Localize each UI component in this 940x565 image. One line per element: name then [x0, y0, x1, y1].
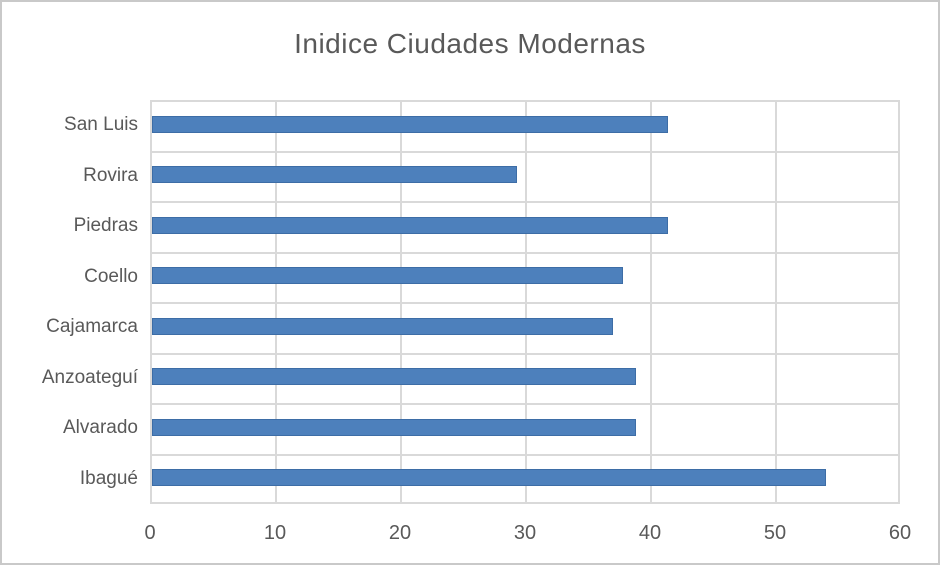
bar-san-luis — [152, 115, 668, 133]
x-tick-label: 40 — [638, 522, 662, 544]
bar-cajamarca — [152, 317, 613, 335]
x-tick-label: 0 — [144, 522, 156, 544]
horizontal-gridline — [152, 201, 898, 203]
category-label: Cajamarca — [46, 316, 138, 338]
horizontal-gridline — [152, 150, 898, 153]
x-tick-label: 30 — [513, 522, 537, 544]
category-label: Anzoateguí — [41, 366, 138, 388]
x-tick-label: 50 — [763, 522, 787, 544]
horizontal-gridline — [152, 251, 898, 254]
horizontal-gridline — [152, 352, 898, 355]
category-axis: San Luis Rovira Piedras Coello Cajamarca Anzo… — [2, 100, 138, 504]
category-label: Alvarado — [63, 417, 138, 439]
bar-piedras — [152, 216, 668, 234]
bar-alvarado — [152, 418, 636, 436]
horizontal-gridline — [152, 453, 898, 456]
plot-area — [150, 100, 900, 504]
x-tick-label: 20 — [388, 522, 412, 544]
category-label: Ibagué — [79, 467, 138, 489]
horizontal-gridline — [152, 302, 898, 304]
bar-anzoateguí — [152, 368, 636, 386]
category-label: Coello — [84, 265, 138, 287]
bar-coello — [152, 267, 623, 285]
category-label: Piedras — [73, 215, 138, 237]
x-tick-label: 60 — [888, 522, 912, 544]
bar-rovira — [152, 166, 517, 184]
value-axis: 0 10 20 30 40 50 60 — [2, 520, 938, 548]
category-label: Rovira — [83, 164, 138, 186]
x-tick-label: 10 — [263, 522, 287, 544]
category-label: San Luis — [64, 114, 138, 136]
horizontal-gridline — [152, 403, 898, 405]
bar-ibagué — [152, 469, 826, 487]
chart-title: Inidice Ciudades Modernas — [294, 28, 646, 59]
